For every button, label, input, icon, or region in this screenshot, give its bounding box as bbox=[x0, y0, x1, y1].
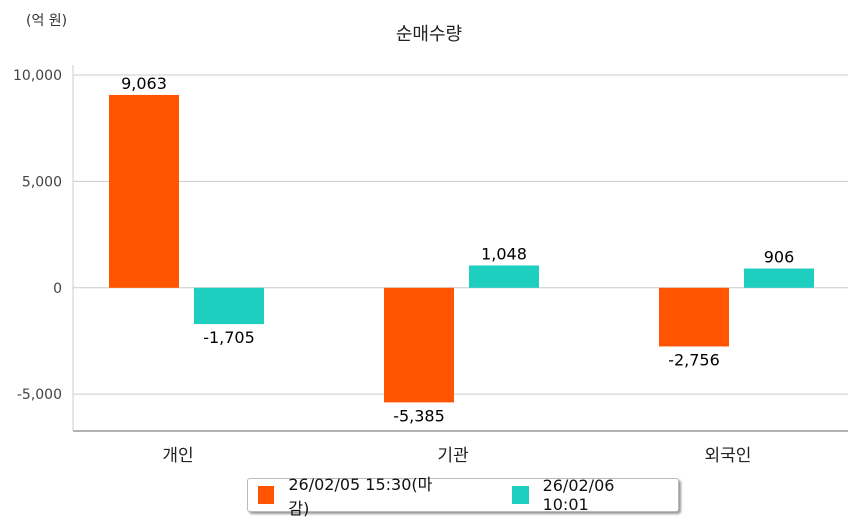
legend: 26/02/05 15:30(마감) 26/02/06 10:01 bbox=[247, 475, 679, 518]
legend-label: 26/02/05 15:30(마감) bbox=[288, 475, 433, 518]
unit-label: (억 원) bbox=[26, 13, 68, 29]
legend-swatch bbox=[512, 486, 529, 504]
data-label: 1,048 bbox=[481, 244, 527, 263]
bar[interactable] bbox=[744, 268, 814, 288]
x-tick-label: 기관 bbox=[437, 446, 468, 466]
legend-label: 26/02/06 10:01 bbox=[542, 476, 615, 514]
x-tick-label: 외국인 bbox=[705, 446, 752, 466]
data-label: -1,705 bbox=[203, 328, 255, 347]
chart-title: 순매수량 bbox=[395, 24, 463, 45]
y-tick-label: 10,000 bbox=[13, 68, 62, 84]
bar[interactable] bbox=[469, 265, 539, 288]
bar[interactable] bbox=[109, 94, 179, 288]
x-tick-label: 개인 bbox=[162, 446, 193, 466]
legend-swatch bbox=[258, 486, 275, 504]
legend-item-1[interactable]: 26/02/06 10:01 bbox=[502, 476, 654, 514]
data-label: -5,385 bbox=[393, 406, 445, 425]
bar[interactable] bbox=[384, 287, 454, 403]
legend-item-0[interactable]: 26/02/05 15:30(마감) bbox=[248, 471, 438, 519]
y-tick-label: 5,000 bbox=[22, 174, 62, 190]
data-label: -2,756 bbox=[668, 350, 720, 369]
y-tick-label: 0 bbox=[53, 281, 62, 297]
data-label: 906 bbox=[764, 248, 795, 267]
bar[interactable] bbox=[659, 287, 729, 347]
bar[interactable] bbox=[194, 287, 264, 325]
y-tick-label: -5,000 bbox=[17, 387, 62, 403]
data-label: 9,063 bbox=[121, 74, 167, 93]
